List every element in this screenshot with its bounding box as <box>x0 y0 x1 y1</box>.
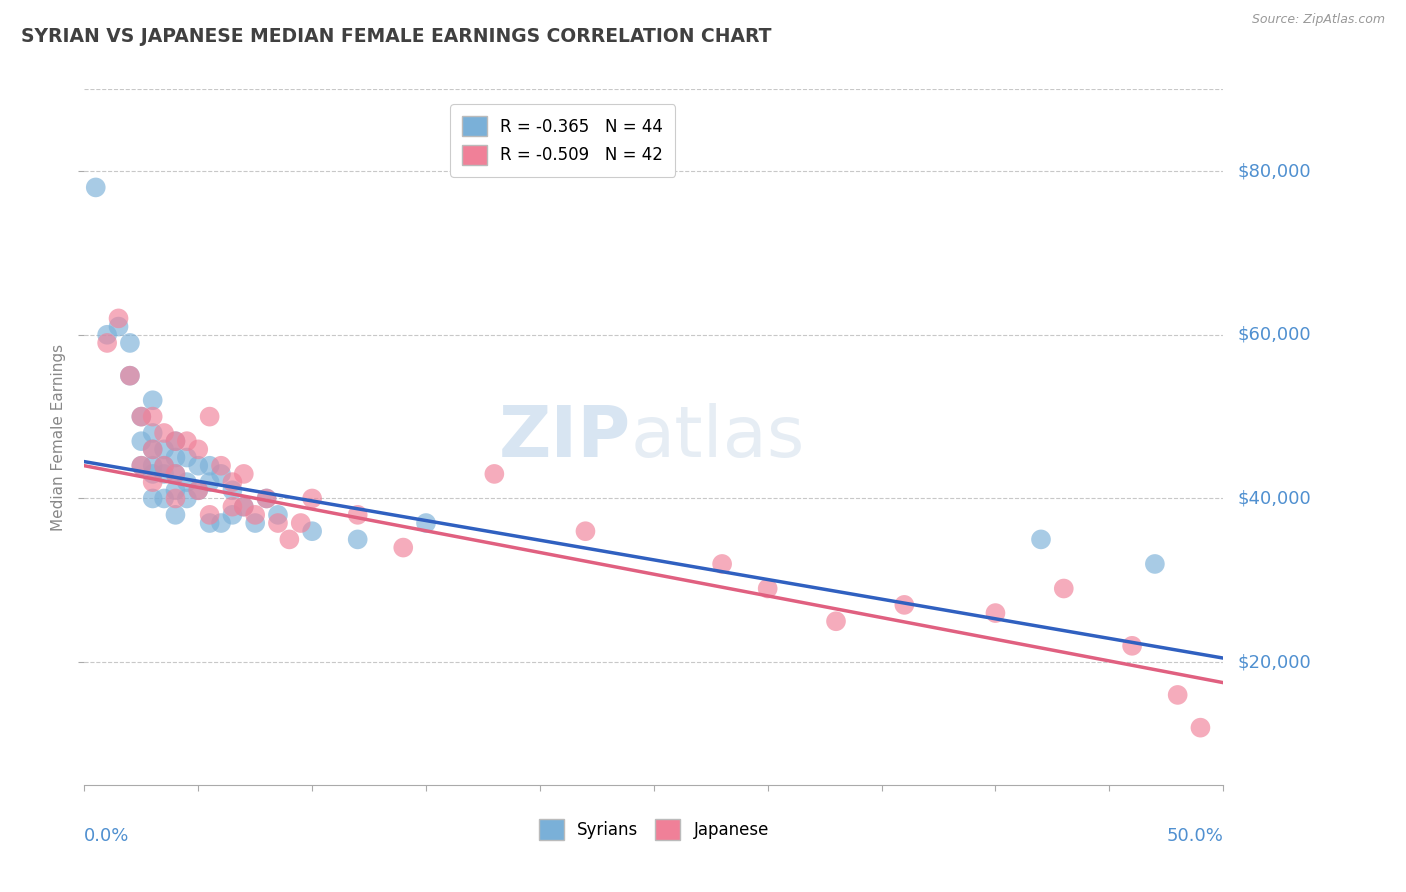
Text: $40,000: $40,000 <box>1237 490 1310 508</box>
Text: 0.0%: 0.0% <box>84 827 129 845</box>
Point <box>131 434 153 449</box>
Text: ZIP: ZIP <box>499 402 631 472</box>
Point <box>142 475 165 489</box>
Point <box>290 516 312 530</box>
Point <box>176 450 198 465</box>
Point <box>415 516 437 530</box>
Point <box>278 533 301 547</box>
Point <box>187 483 209 498</box>
Point <box>232 500 254 514</box>
Point <box>209 467 232 481</box>
Point <box>165 450 187 465</box>
Point <box>245 516 267 530</box>
Point <box>118 368 141 383</box>
Point <box>84 180 107 194</box>
Point <box>165 483 187 498</box>
Point <box>131 409 153 424</box>
Point <box>245 508 267 522</box>
Point <box>198 409 221 424</box>
Point <box>131 458 153 473</box>
Point <box>984 606 1007 620</box>
Point <box>574 524 596 539</box>
Point <box>153 458 176 473</box>
Point <box>153 467 176 481</box>
Text: Source: ZipAtlas.com: Source: ZipAtlas.com <box>1251 13 1385 27</box>
Point <box>209 458 232 473</box>
Point <box>1029 533 1052 547</box>
Point <box>187 442 209 457</box>
Point <box>221 475 243 489</box>
Point <box>165 508 187 522</box>
Point <box>1121 639 1143 653</box>
Point <box>107 311 129 326</box>
Point <box>142 467 165 481</box>
Point <box>142 393 165 408</box>
Point <box>198 516 221 530</box>
Point <box>232 500 254 514</box>
Text: atlas: atlas <box>631 402 806 472</box>
Point <box>131 409 153 424</box>
Point <box>187 483 209 498</box>
Point <box>142 458 165 473</box>
Point <box>256 491 278 506</box>
Point <box>153 425 176 440</box>
Y-axis label: Median Female Earnings: Median Female Earnings <box>51 343 66 531</box>
Point <box>209 516 232 530</box>
Point <box>118 368 141 383</box>
Point <box>825 614 848 628</box>
Point <box>176 491 198 506</box>
Point <box>187 458 209 473</box>
Point <box>1053 582 1076 596</box>
Point <box>153 442 176 457</box>
Point <box>176 475 198 489</box>
Point <box>221 483 243 498</box>
Point <box>346 508 368 522</box>
Point <box>96 327 118 342</box>
Point <box>142 442 165 457</box>
Point <box>96 335 118 350</box>
Text: $20,000: $20,000 <box>1237 653 1310 671</box>
Point <box>711 557 734 571</box>
Point <box>153 458 176 473</box>
Point <box>221 500 243 514</box>
Point <box>165 467 187 481</box>
Point <box>142 409 165 424</box>
Point <box>142 425 165 440</box>
Text: $80,000: $80,000 <box>1237 162 1310 180</box>
Point <box>198 458 221 473</box>
Point <box>893 598 915 612</box>
Point <box>256 491 278 506</box>
Point <box>198 475 221 489</box>
Point <box>267 508 290 522</box>
Point <box>142 491 165 506</box>
Point <box>484 467 506 481</box>
Point <box>1189 721 1212 735</box>
Point <box>118 335 141 350</box>
Point <box>165 491 187 506</box>
Point <box>301 524 323 539</box>
Text: $60,000: $60,000 <box>1237 326 1310 343</box>
Legend: Syrians, Japanese: Syrians, Japanese <box>531 813 776 847</box>
Point <box>301 491 323 506</box>
Point <box>153 491 176 506</box>
Text: 50.0%: 50.0% <box>1167 827 1223 845</box>
Text: SYRIAN VS JAPANESE MEDIAN FEMALE EARNINGS CORRELATION CHART: SYRIAN VS JAPANESE MEDIAN FEMALE EARNING… <box>21 27 772 45</box>
Point <box>165 434 187 449</box>
Point <box>165 467 187 481</box>
Point <box>198 508 221 522</box>
Point <box>142 442 165 457</box>
Point <box>1143 557 1166 571</box>
Point <box>107 319 129 334</box>
Point <box>346 533 368 547</box>
Point <box>221 508 243 522</box>
Point <box>267 516 290 530</box>
Point <box>232 467 254 481</box>
Point <box>756 582 779 596</box>
Point <box>131 458 153 473</box>
Point <box>392 541 415 555</box>
Point <box>165 434 187 449</box>
Point <box>176 434 198 449</box>
Point <box>1167 688 1189 702</box>
